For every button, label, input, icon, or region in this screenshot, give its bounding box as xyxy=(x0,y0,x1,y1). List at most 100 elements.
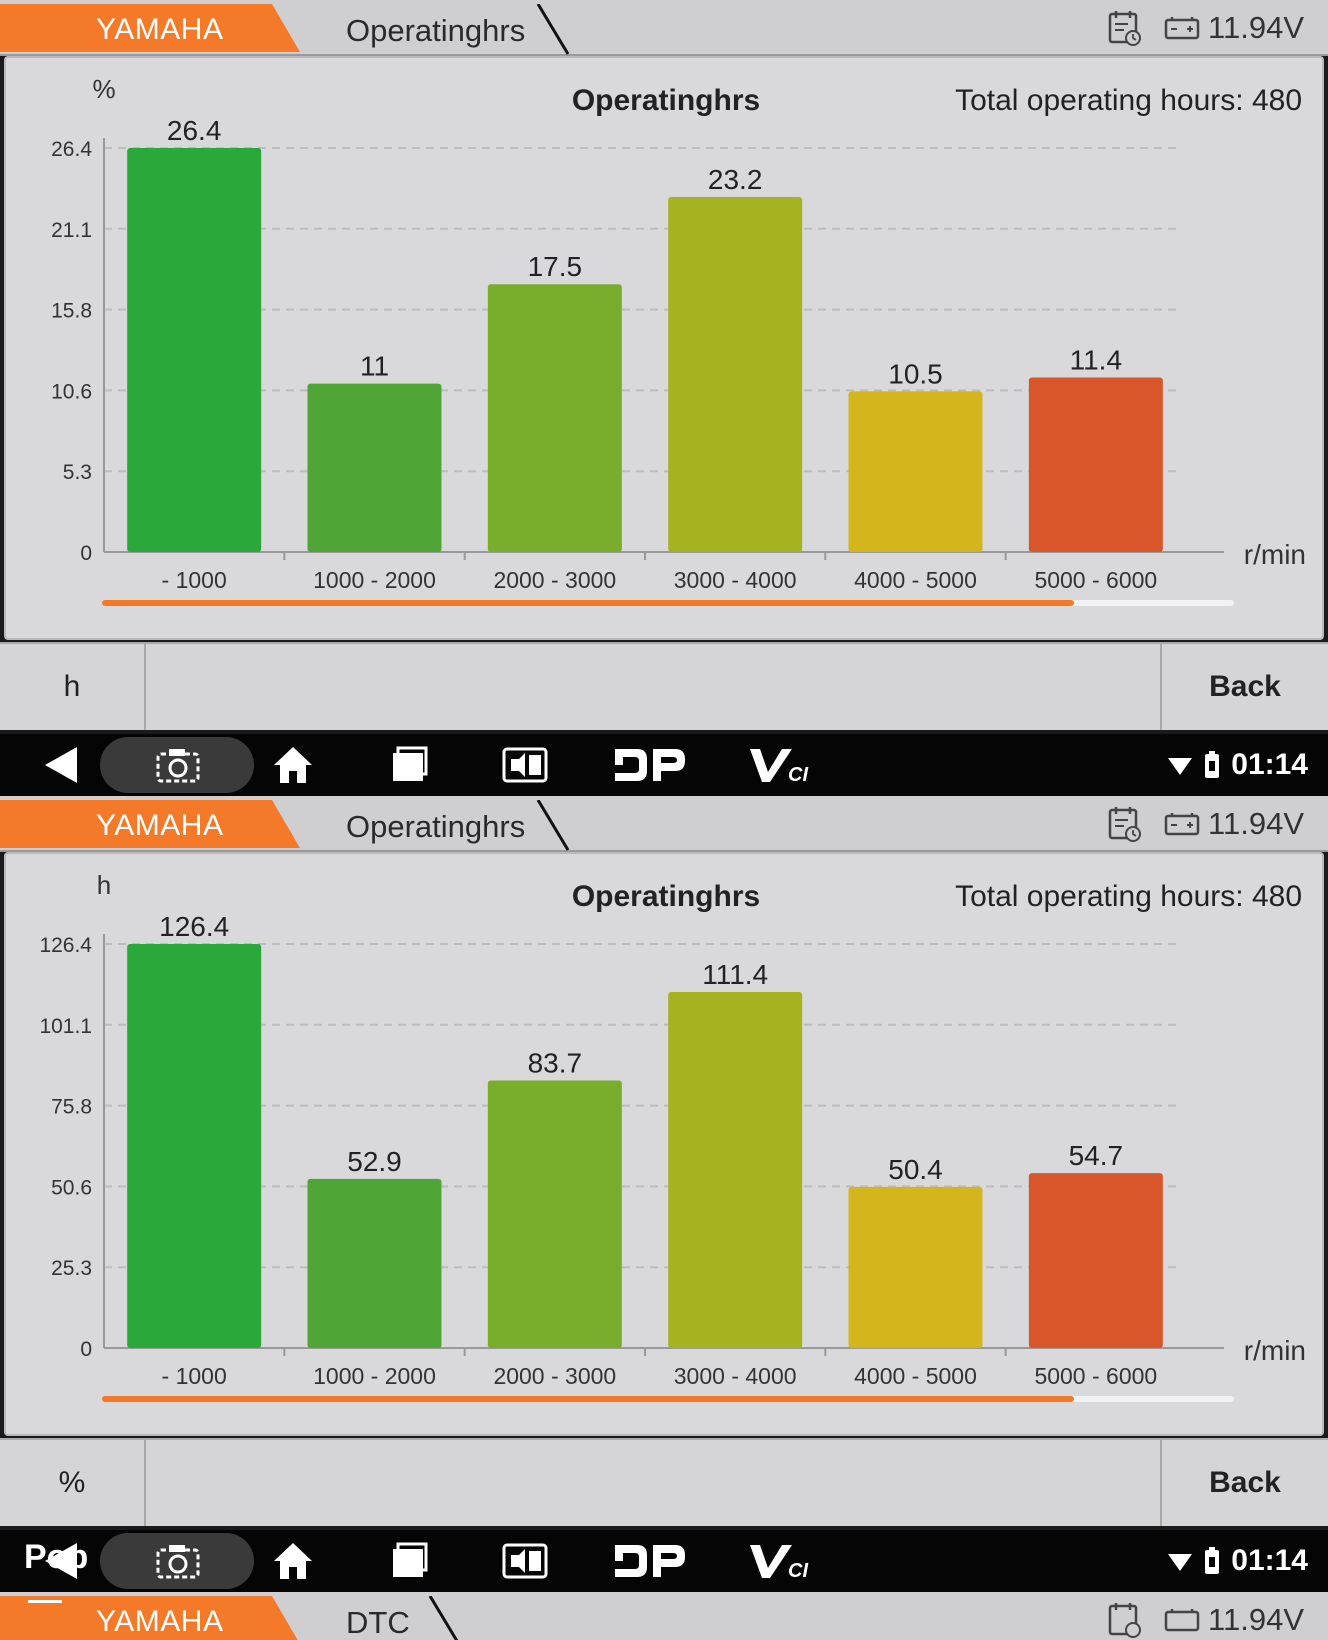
system-status: 01:14 xyxy=(1167,1530,1308,1592)
scroll-thumb xyxy=(102,1396,1074,1402)
page-tab[interactable]: DTC xyxy=(290,1596,610,1640)
x-tick-label: 3000 - 4000 xyxy=(674,1363,797,1389)
bar-chart: 0 25.3 50.6 75.8 101.1 126.4 h Operatinghrs Tota… xyxy=(39,870,1306,1402)
camera-icon[interactable] xyxy=(148,1530,208,1592)
battery-icon xyxy=(1164,813,1200,836)
unit-toggle-button[interactable]: h xyxy=(0,644,146,730)
home-icon[interactable] xyxy=(268,734,318,796)
back-nav-icon[interactable] xyxy=(36,734,86,796)
dp-logo-icon[interactable] xyxy=(608,734,690,796)
bar xyxy=(668,991,803,1348)
x-tick-label: 1000 - 2000 xyxy=(313,1363,436,1389)
recent-apps-icon[interactable] xyxy=(384,1530,434,1592)
x-tick-label: 5000 - 6000 xyxy=(1034,1363,1157,1389)
y-tick-label: 26.4 xyxy=(51,138,92,161)
page-label: Operatinghrs xyxy=(346,13,526,48)
top-bar-1: YAMAHA Operatinghrs 11.94V xyxy=(0,0,1328,56)
page-tab[interactable]: Operatinghrs xyxy=(290,800,610,851)
android-nav-bar-1: CI 01:14 xyxy=(0,734,1328,796)
bar xyxy=(127,148,262,552)
brand-tab-shape xyxy=(0,4,300,52)
bar xyxy=(848,1186,983,1348)
battery-status: 11.94V xyxy=(1164,806,1304,842)
y-tick-label: 0 xyxy=(80,1338,92,1361)
x-axis-title: r/min xyxy=(1244,539,1306,570)
y-tick-label: 5.3 xyxy=(63,461,92,484)
status-cluster: 11.94V xyxy=(1108,804,1304,844)
total-hours-label: Total operating hours: 480 xyxy=(955,880,1302,913)
x-tick-label: 2000 - 3000 xyxy=(493,567,616,593)
android-nav-bar-2: Pop CI 01:14 xyxy=(0,1530,1328,1592)
vci-logo-icon[interactable]: CI xyxy=(746,1530,816,1592)
brand-tab[interactable]: YAMAHA xyxy=(0,800,310,848)
diagnostic-app-icon[interactable] xyxy=(498,734,552,796)
x-tick-label: - 1000 xyxy=(162,567,227,593)
bar xyxy=(1028,1173,1163,1348)
page-tab[interactable]: Operatinghrs xyxy=(290,4,610,55)
dp-logo-icon[interactable] xyxy=(608,1530,690,1592)
bar xyxy=(307,383,442,552)
brand-tab[interactable]: YAMAHA xyxy=(0,4,310,52)
unit-toggle-button[interactable]: % xyxy=(0,1440,146,1526)
bar xyxy=(127,944,262,1348)
y-tick-label: 75.8 xyxy=(51,1096,92,1119)
x-tick-label: 5000 - 6000 xyxy=(1034,567,1157,593)
x-tick-label: 2000 - 3000 xyxy=(493,1363,616,1389)
bar xyxy=(1028,377,1163,552)
brand-tab-shape xyxy=(0,1596,298,1640)
total-hours-label: Total operating hours: 480 xyxy=(955,84,1302,117)
wifi-icon xyxy=(1168,1554,1193,1571)
scroll-thumb xyxy=(102,600,1074,606)
bar xyxy=(848,391,983,552)
status-cluster: 11.94V xyxy=(1108,8,1304,48)
bar xyxy=(487,284,622,552)
chart-title: Operatinghrs xyxy=(572,84,760,117)
vci-logo-icon[interactable]: CI xyxy=(746,734,816,796)
clock: 01:14 xyxy=(1231,748,1308,781)
y-tick-label: 50.6 xyxy=(51,1176,92,1199)
brand-tab-shape xyxy=(0,800,300,848)
diagnostic-app-icon[interactable] xyxy=(498,1530,552,1592)
calendar-clock-icon[interactable] xyxy=(1108,9,1142,47)
page-tab-divider xyxy=(536,800,570,851)
recent-apps-icon[interactable] xyxy=(384,734,434,796)
calendar-clock-icon[interactable] xyxy=(1108,805,1142,843)
battery-icon xyxy=(1164,1609,1200,1632)
status-cluster: 11.94V xyxy=(1108,1600,1304,1640)
y-axis-title: % xyxy=(92,74,115,104)
button-bar-1: h Back xyxy=(0,642,1328,730)
svg-text:CI: CI xyxy=(788,1560,808,1580)
wifi-icon xyxy=(1168,758,1193,775)
x-tick-label: 4000 - 5000 xyxy=(854,1363,977,1389)
back-nav-icon[interactable] xyxy=(36,1530,86,1592)
top-bar-2: YAMAHA Operatinghrs 11.94V xyxy=(0,796,1328,852)
screenshot-pill[interactable] xyxy=(100,737,254,793)
bar xyxy=(668,196,803,552)
battery-icon xyxy=(1164,17,1200,40)
bar-chart: 0 5.3 10.6 15.8 21.1 26.4% Operatinghrs Total o… xyxy=(51,74,1306,606)
clock: 01:14 xyxy=(1231,1544,1308,1577)
bar-value-label: 26.4 xyxy=(167,115,222,146)
back-button[interactable]: Back xyxy=(1160,644,1328,730)
svg-text:CI: CI xyxy=(788,764,808,784)
home-icon[interactable] xyxy=(268,1530,318,1592)
bar xyxy=(487,1080,622,1348)
brand-tab[interactable]: YAMAHA xyxy=(0,1596,310,1640)
x-tick-label: 1000 - 2000 xyxy=(313,567,436,593)
bar-value-label: 17.5 xyxy=(528,251,583,282)
y-axis-title: h xyxy=(97,870,111,900)
voltage-readout: 11.94V xyxy=(1208,806,1304,841)
x-tick-label: 3000 - 4000 xyxy=(674,567,797,593)
screenshot-pill[interactable] xyxy=(100,1533,254,1589)
x-axis-title: r/min xyxy=(1244,1335,1306,1366)
calendar-clock-icon[interactable] xyxy=(1108,1601,1142,1639)
x-tick-label: 4000 - 5000 xyxy=(854,567,977,593)
bar-value-label: 83.7 xyxy=(528,1047,583,1078)
battery-status: 11.94V xyxy=(1164,1602,1304,1638)
bar-value-label: 10.5 xyxy=(888,358,943,389)
bar-value-label: 126.4 xyxy=(159,911,229,942)
camera-icon[interactable] xyxy=(148,734,208,796)
back-button[interactable]: Back xyxy=(1160,1440,1328,1526)
voltage-readout: 11.94V xyxy=(1208,1602,1304,1637)
y-tick-label: 15.8 xyxy=(51,300,92,323)
